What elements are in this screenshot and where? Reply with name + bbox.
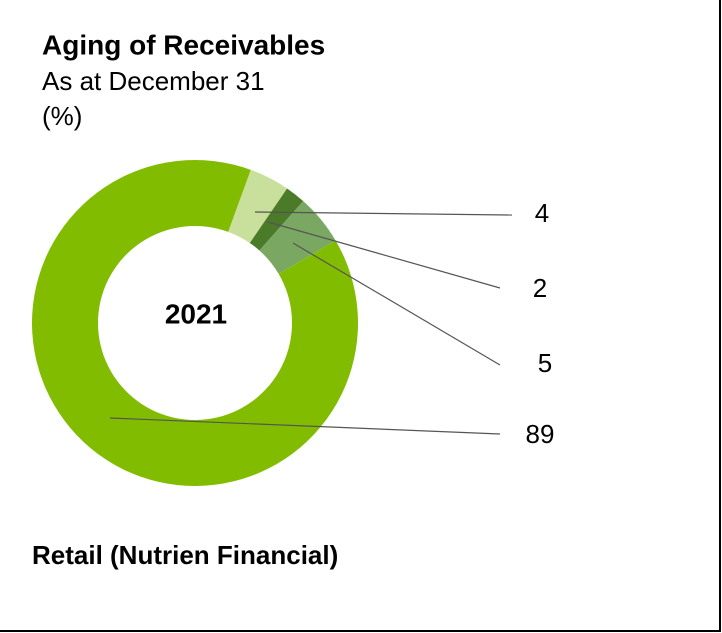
chart-subtitle: As at December 31	[42, 66, 265, 96]
donut-segment	[249, 188, 304, 251]
leader-line	[292, 242, 501, 366]
donut-segment	[259, 201, 336, 274]
leader-line	[109, 417, 501, 435]
donut-segment	[228, 169, 288, 243]
leader-line	[267, 221, 501, 289]
unit-label: (%)	[42, 101, 82, 131]
center-label: 2021	[165, 298, 227, 329]
data-label: 89	[526, 419, 555, 449]
data-label: 2	[533, 273, 547, 303]
chart-title: Aging of Receivables	[42, 29, 325, 60]
donut-segment	[32, 159, 359, 487]
leader-line	[254, 211, 513, 216]
footnote: Retail (Nutrien Financial)	[32, 540, 338, 570]
data-label: 4	[535, 198, 549, 228]
data-label: 5	[538, 348, 552, 378]
donut	[32, 159, 359, 487]
